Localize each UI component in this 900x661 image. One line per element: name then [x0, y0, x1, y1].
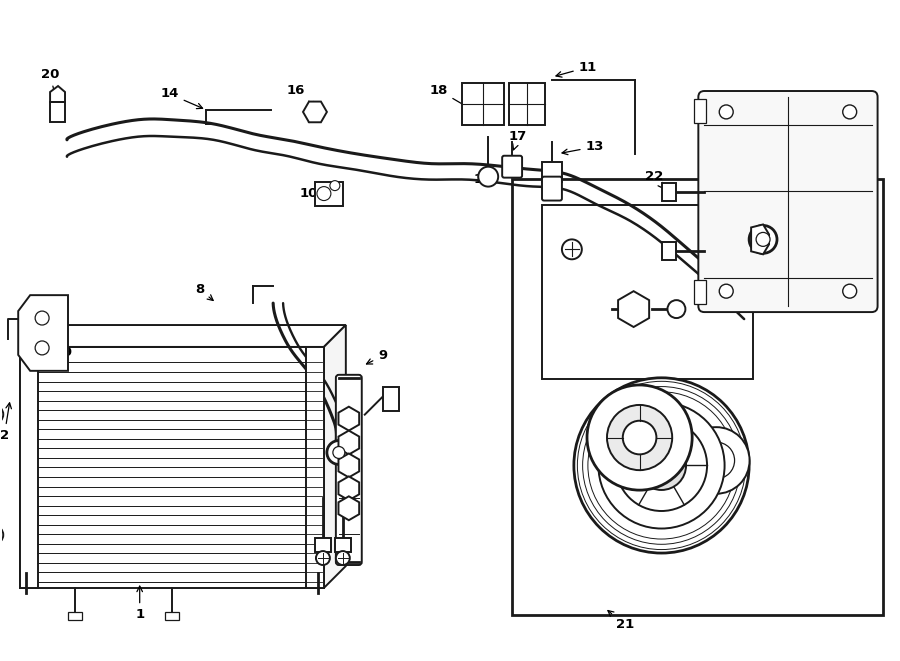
Bar	[315, 182, 343, 206]
Circle shape	[842, 284, 857, 298]
Circle shape	[35, 311, 50, 325]
Text: 3: 3	[343, 446, 360, 459]
Bar	[695, 280, 707, 304]
Circle shape	[0, 526, 4, 544]
Circle shape	[316, 551, 330, 565]
Text: 21: 21	[608, 611, 634, 631]
Text: 2: 2	[0, 403, 12, 442]
Circle shape	[749, 225, 777, 253]
Circle shape	[330, 180, 340, 190]
Text: 17: 17	[509, 130, 527, 150]
Text: 9: 9	[366, 350, 387, 364]
Text: 16: 16	[287, 83, 316, 107]
Bar	[335, 538, 351, 552]
Circle shape	[478, 167, 499, 186]
Polygon shape	[324, 325, 346, 588]
Bar	[68, 612, 82, 620]
Polygon shape	[303, 102, 327, 122]
Text: 11: 11	[556, 61, 597, 77]
Circle shape	[607, 405, 672, 470]
Text: 23: 23	[647, 479, 684, 519]
Polygon shape	[18, 295, 68, 371]
Text: 14: 14	[160, 87, 202, 108]
Text: 20: 20	[40, 67, 59, 100]
Polygon shape	[20, 346, 40, 347]
Circle shape	[336, 551, 350, 565]
Bar	[695, 99, 707, 123]
Circle shape	[333, 447, 345, 459]
Text: 4: 4	[343, 506, 360, 519]
Text: 13: 13	[562, 140, 604, 155]
Polygon shape	[338, 407, 359, 430]
Polygon shape	[50, 86, 65, 102]
Bar	[20, 347, 38, 588]
Text: 19: 19	[50, 336, 73, 360]
Bar	[512, 178, 883, 615]
Circle shape	[719, 105, 733, 119]
Text: 5: 5	[343, 476, 360, 489]
Circle shape	[574, 378, 749, 553]
Bar	[306, 347, 324, 588]
Circle shape	[842, 105, 857, 119]
Text: 8: 8	[194, 283, 213, 301]
Circle shape	[587, 385, 692, 490]
Text: 22: 22	[645, 170, 663, 188]
FancyBboxPatch shape	[502, 156, 522, 178]
Polygon shape	[338, 477, 359, 500]
FancyBboxPatch shape	[542, 176, 562, 200]
Text: 7: 7	[338, 436, 354, 449]
Circle shape	[719, 284, 733, 298]
Circle shape	[616, 420, 707, 511]
Text: 18: 18	[429, 83, 469, 108]
Polygon shape	[338, 496, 359, 520]
Circle shape	[0, 405, 4, 423]
Circle shape	[668, 300, 686, 318]
Circle shape	[698, 442, 734, 479]
Circle shape	[683, 427, 750, 494]
Bar	[315, 538, 331, 552]
Text: 6: 6	[347, 416, 360, 429]
Polygon shape	[338, 430, 359, 455]
Polygon shape	[618, 291, 649, 327]
Polygon shape	[20, 325, 346, 347]
Polygon shape	[338, 453, 359, 477]
Bar	[463, 83, 504, 125]
Polygon shape	[382, 387, 399, 410]
Text: 10: 10	[300, 187, 332, 200]
Circle shape	[637, 441, 686, 490]
Bar	[542, 162, 562, 182]
Bar	[542, 204, 753, 379]
Text: 12: 12	[725, 217, 753, 235]
Circle shape	[317, 186, 331, 200]
Bar	[165, 612, 179, 620]
Circle shape	[623, 420, 656, 454]
FancyBboxPatch shape	[698, 91, 878, 312]
Circle shape	[327, 440, 351, 465]
Circle shape	[562, 239, 581, 259]
Bar	[662, 243, 677, 260]
FancyBboxPatch shape	[336, 375, 362, 565]
Bar	[509, 83, 544, 125]
Bar	[662, 182, 677, 200]
Polygon shape	[752, 225, 769, 254]
Circle shape	[756, 233, 770, 247]
Text: 1: 1	[135, 586, 144, 621]
Circle shape	[598, 403, 724, 529]
Circle shape	[35, 341, 50, 355]
Polygon shape	[50, 102, 65, 122]
Text: 15: 15	[473, 167, 491, 186]
